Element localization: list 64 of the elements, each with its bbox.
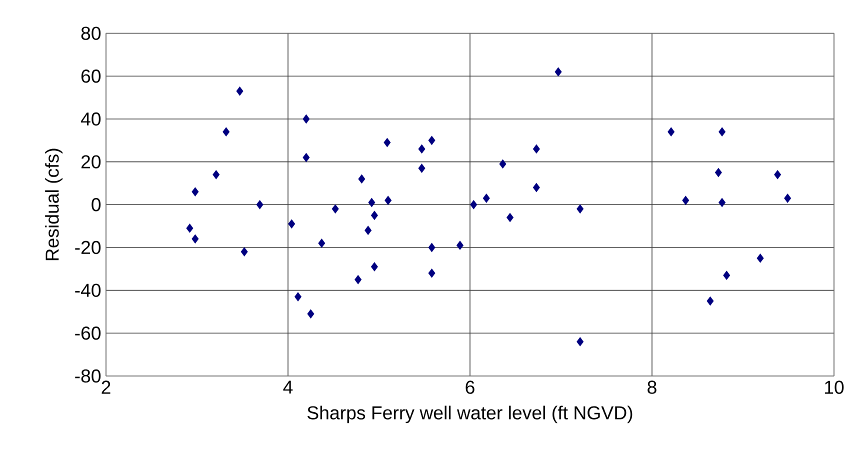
point (370, 210, 378, 220)
point (368, 198, 376, 208)
y-tick-label: -20 (75, 240, 101, 254)
point (294, 292, 302, 302)
point (470, 200, 478, 210)
y-tick-label: -80 (75, 369, 101, 383)
y-tick-label: 60 (81, 70, 101, 83)
x-tick-label: 4 (283, 380, 293, 394)
point (428, 242, 436, 252)
point (576, 337, 584, 346)
point (364, 226, 372, 235)
point (706, 296, 714, 306)
point (240, 247, 248, 256)
point (714, 168, 722, 178)
y-tick-label: -40 (75, 284, 101, 297)
point (499, 159, 506, 168)
point (482, 194, 490, 203)
point (784, 194, 792, 203)
point (532, 144, 540, 154)
y-tick-label: 20 (81, 155, 101, 168)
point (418, 144, 426, 154)
y-tick-label: 0 (92, 198, 101, 212)
point (506, 212, 514, 222)
x-tick-label: 10 (825, 380, 844, 394)
point (418, 164, 426, 173)
point (354, 275, 362, 284)
point (428, 268, 436, 278)
point (222, 127, 230, 136)
point (192, 187, 199, 196)
point (428, 136, 436, 145)
point (318, 238, 326, 248)
x-axis-title: Sharps Ferry well water level (ft NGVD) (307, 406, 632, 424)
point (307, 309, 314, 318)
point (682, 196, 690, 205)
point (554, 67, 562, 76)
x-tick-label: 6 (466, 380, 474, 394)
y-axis-title: Residual (cfs) (45, 148, 62, 260)
point (212, 170, 220, 180)
x-tick-label: 8 (648, 380, 656, 394)
point (668, 127, 675, 136)
point (332, 204, 339, 214)
point (302, 152, 310, 162)
point (370, 262, 378, 272)
point (192, 234, 199, 244)
x-tick-label: 2 (102, 380, 110, 394)
point (288, 219, 296, 228)
point (576, 204, 584, 214)
point (302, 114, 310, 124)
point (384, 138, 391, 148)
point (532, 182, 540, 192)
point (384, 196, 392, 205)
point (256, 200, 264, 210)
y-tick-label: 40 (80, 112, 101, 126)
point (358, 174, 366, 184)
point (723, 270, 730, 280)
point (236, 86, 244, 96)
y-tick-label: -60 (75, 326, 101, 340)
y-tick-label: 80 (81, 26, 101, 40)
point (774, 170, 782, 180)
point (718, 198, 726, 208)
point (756, 254, 764, 263)
point (186, 224, 194, 233)
point (456, 240, 464, 250)
point (718, 127, 726, 136)
